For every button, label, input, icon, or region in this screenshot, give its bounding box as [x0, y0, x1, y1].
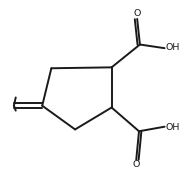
Text: OH: OH — [165, 123, 180, 132]
Text: O: O — [133, 160, 140, 169]
Text: OH: OH — [165, 43, 180, 52]
Text: O: O — [133, 9, 141, 18]
